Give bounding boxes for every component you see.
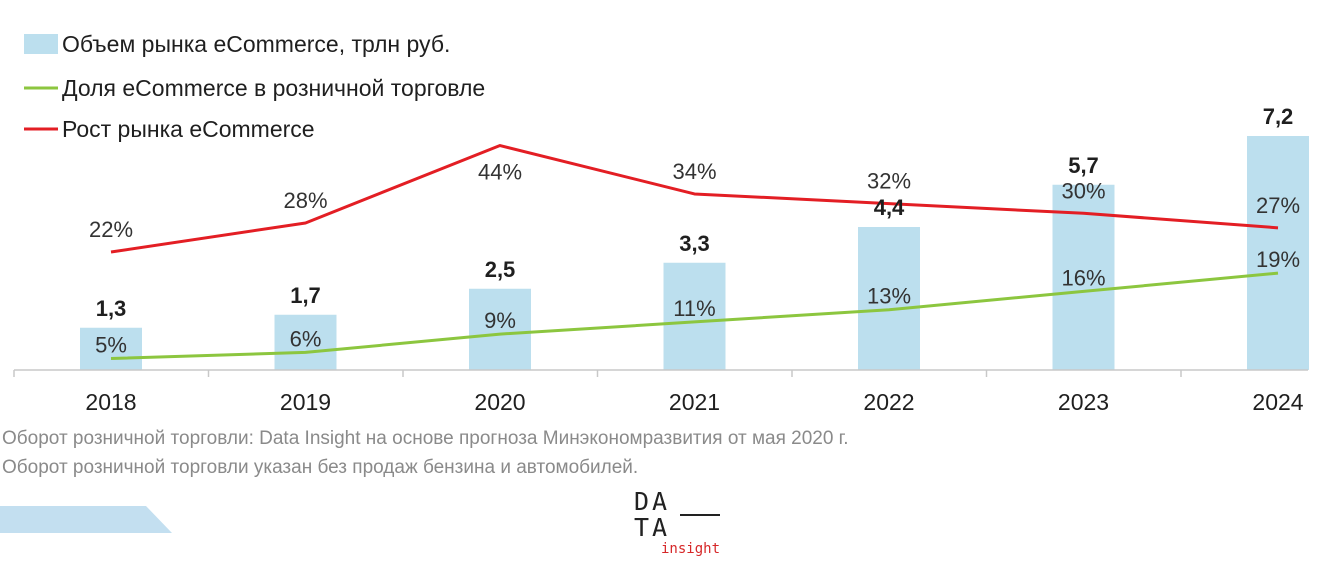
legend-label: Рост рынка eCommerce	[62, 116, 315, 142]
volume-data-label: 7,2	[1263, 104, 1294, 129]
x-axis-ticks: 2018 2019 2020 2021 2022 2023 2024	[13, 370, 1304, 415]
share-data-label: 9%	[484, 308, 516, 333]
volume-data-label: 3,3	[679, 231, 710, 256]
volume-data-label: 5,7	[1068, 153, 1099, 178]
growth-data-label: 27%	[1256, 193, 1300, 218]
x-tick-label: 2022	[863, 389, 914, 415]
bar-2020	[469, 288, 531, 370]
legend-label: Объем рынка eCommerce, трлн руб.	[62, 31, 450, 57]
growth-line	[110, 144, 1279, 254]
volume-data-label: 1,3	[96, 296, 127, 321]
volume-data-label: 2,5	[485, 257, 516, 282]
x-tick-label: 2019	[280, 389, 331, 415]
volume-data-label: 4,4	[874, 195, 905, 220]
share-data-label: 16%	[1061, 265, 1105, 290]
decorative-stripe	[0, 506, 172, 533]
bar-2022	[858, 227, 920, 370]
scope-note: Оборот розничной торговли указан без про…	[2, 457, 639, 478]
x-tick-label: 2023	[1058, 389, 1109, 415]
share-data-label: 5%	[95, 333, 127, 358]
bar-2019	[274, 314, 337, 370]
legend-label: Доля eCommerce в розничной торговле	[62, 75, 485, 101]
volume-data-label: 1,7	[290, 283, 321, 308]
growth-data-label: 32%	[867, 169, 911, 194]
logo-subtext: insight	[661, 541, 721, 557]
legend-swatch-volume	[24, 34, 58, 54]
share-data-label: 11%	[673, 296, 715, 321]
growth-data-label: 22%	[89, 217, 133, 242]
x-tick-label: 2021	[669, 389, 720, 415]
bar-2018	[80, 327, 142, 370]
legend: Объем рынка eCommerce, трлн руб. Доля eCo…	[24, 31, 485, 142]
data-insight-logo: DA TA insight	[634, 486, 724, 566]
logo-text-row-2: TA	[634, 513, 671, 542]
chart: Объем рынка eCommerce, трлн руб. Доля eCo…	[13, 31, 1309, 415]
share-line	[110, 271, 1279, 360]
share-data-label: 13%	[867, 284, 911, 309]
growth-data-label: 34%	[672, 159, 716, 184]
growth-data-label: 30%	[1061, 178, 1105, 203]
x-tick-label: 2020	[474, 389, 525, 415]
growth-data-label: 44%	[478, 160, 522, 185]
growth-data-label: 28%	[283, 188, 327, 213]
x-tick-label: 2018	[85, 389, 136, 415]
bar-2024	[1247, 136, 1309, 370]
logo-rule	[680, 514, 720, 516]
bar-series	[80, 136, 1309, 370]
bar-2021	[663, 262, 726, 370]
share-data-label: 19%	[1256, 247, 1300, 272]
logo-text-row-1: DA	[634, 487, 671, 516]
line-series	[110, 144, 1279, 360]
source-note: Оборот розничной торговли: Data Insight …	[2, 428, 849, 449]
x-tick-label: 2024	[1252, 389, 1303, 415]
share-data-label: 6%	[290, 326, 322, 351]
data-labels: 1,3 1,7 2,5 3,3 4,4 5,7 7,2 5% 6% 9% 11% 13% 16% 19% 2…	[89, 104, 1300, 358]
